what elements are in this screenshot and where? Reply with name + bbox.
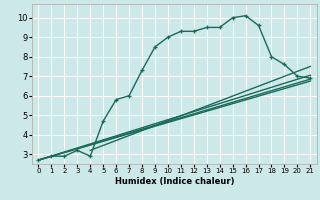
X-axis label: Humidex (Indice chaleur): Humidex (Indice chaleur) <box>115 177 234 186</box>
